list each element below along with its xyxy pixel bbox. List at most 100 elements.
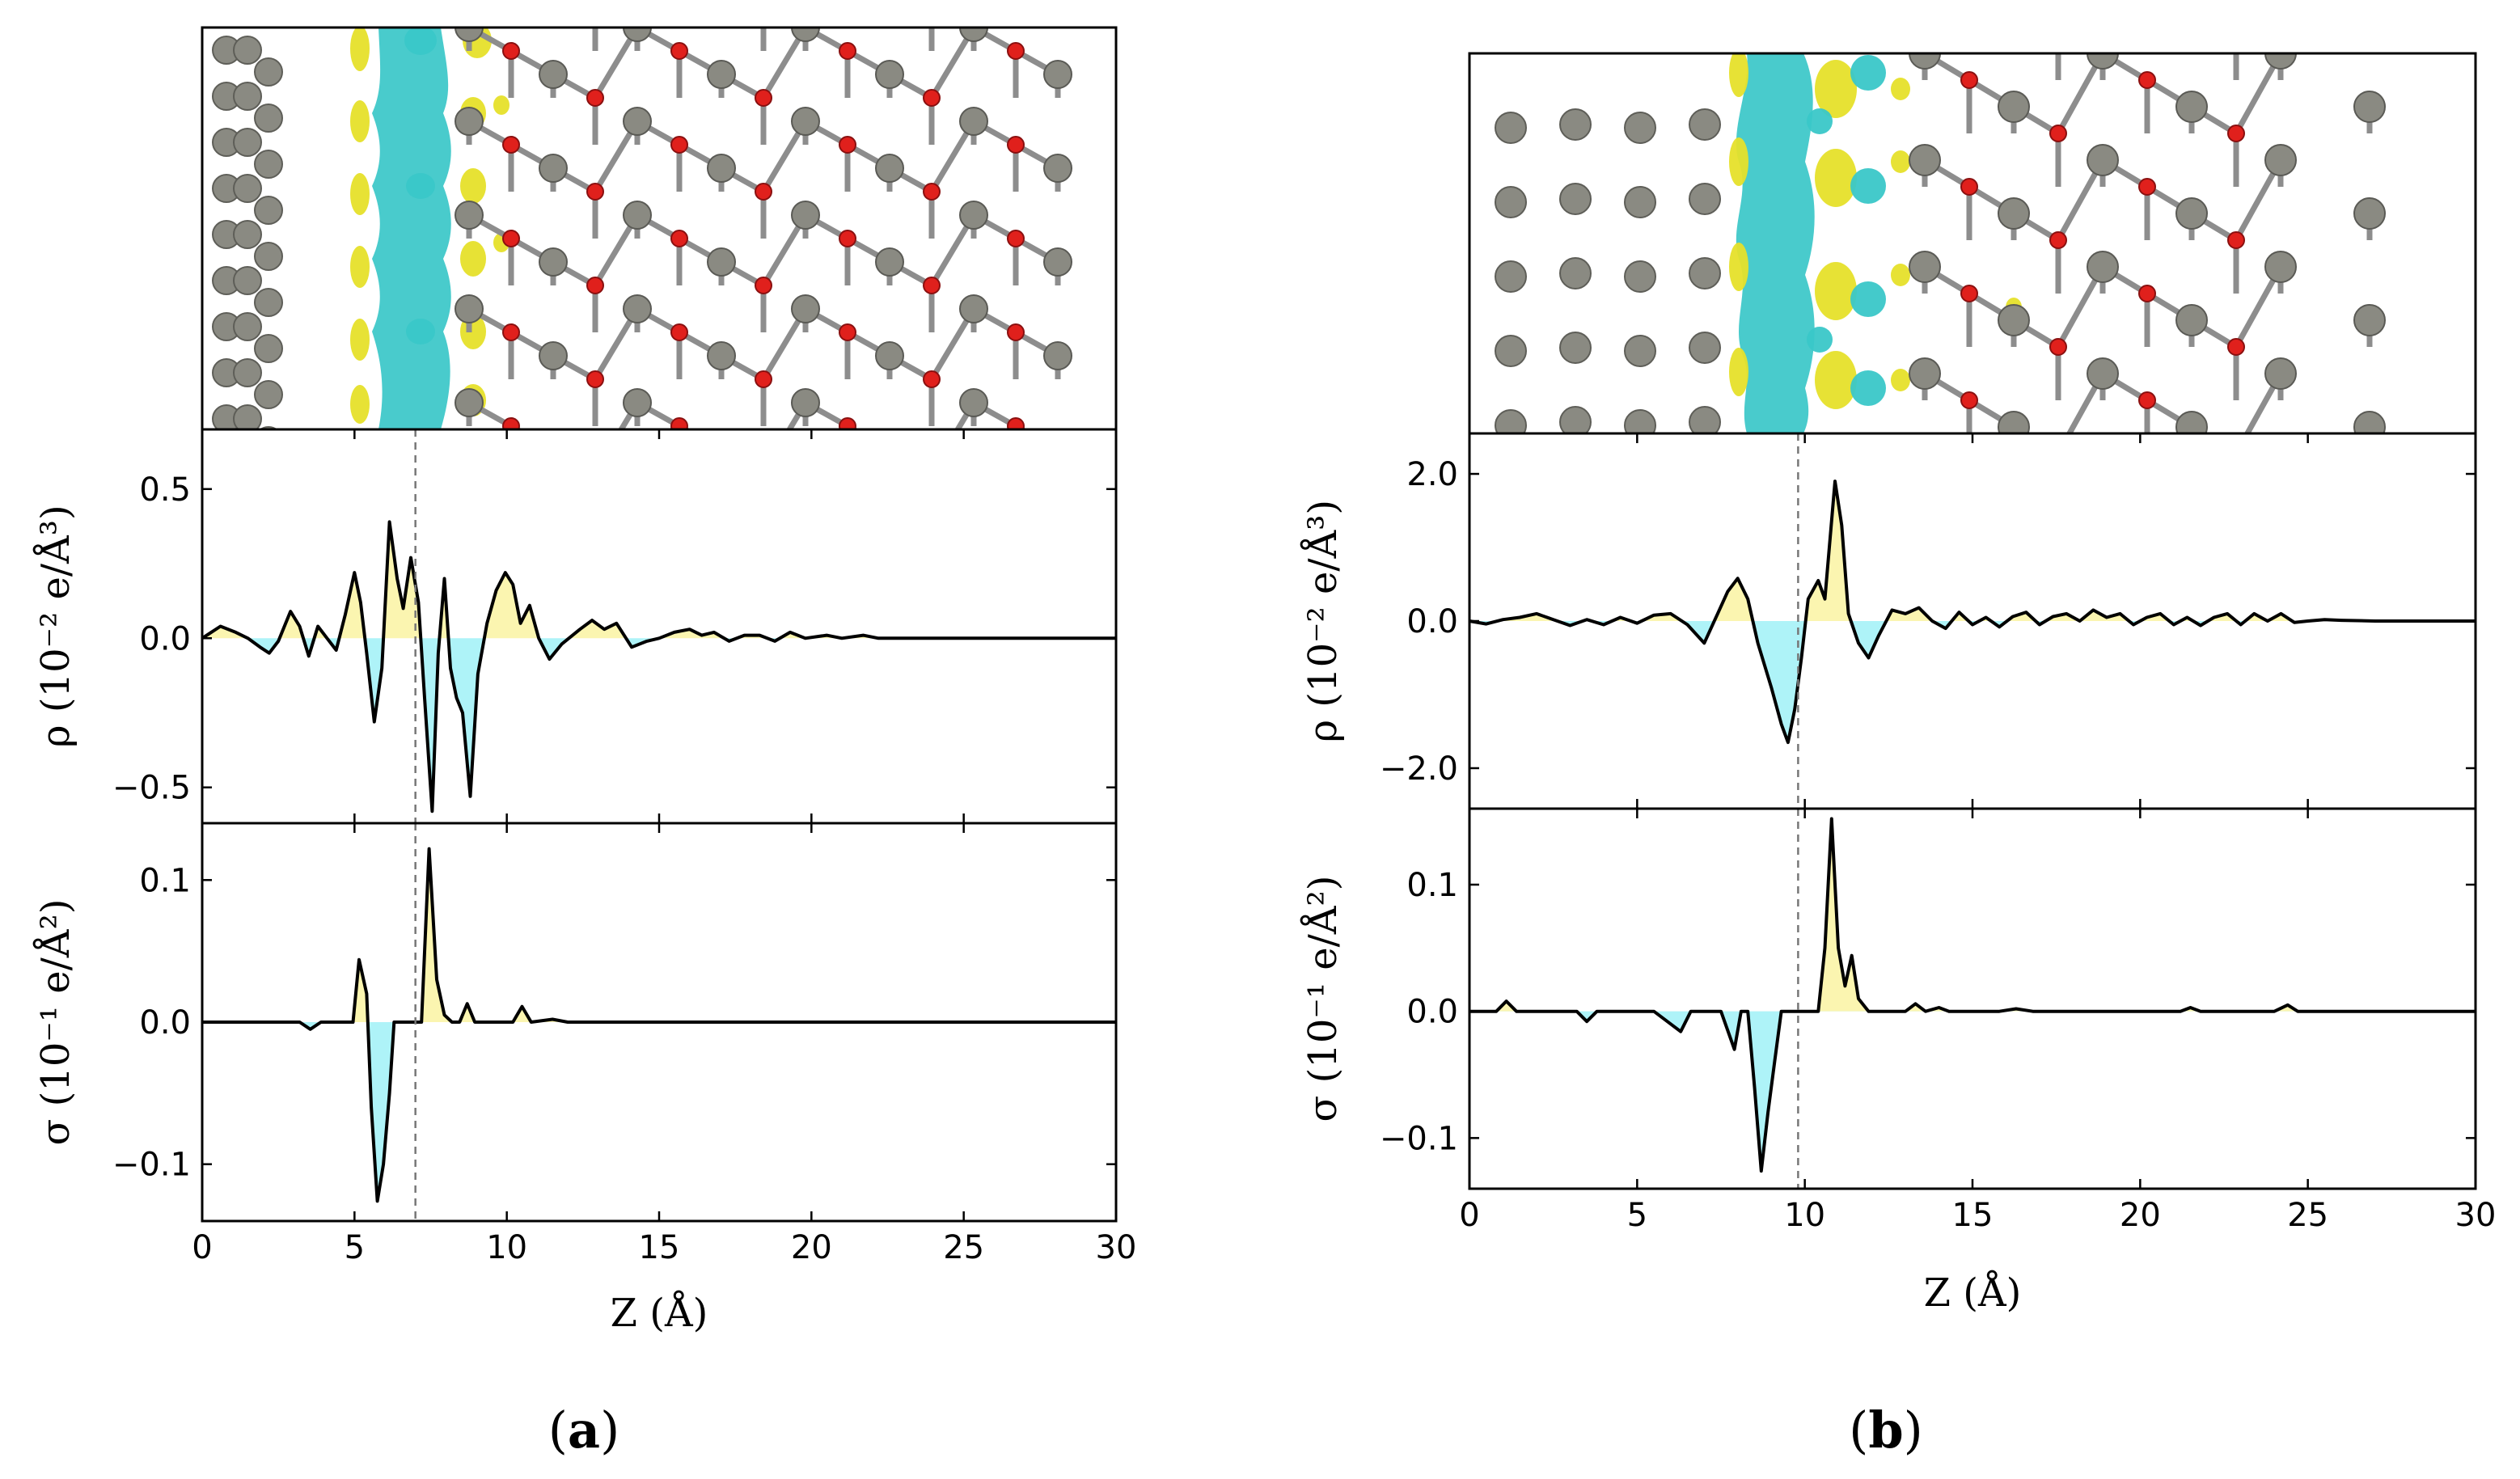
charge-isosurface-yellow [350, 246, 370, 288]
lattice-atom-gray [539, 341, 568, 370]
lattice-atom-red [1007, 323, 1025, 341]
bond [553, 543, 595, 567]
lattice-atom-red [2138, 285, 2156, 302]
metal-atom [1689, 183, 1721, 215]
y-axis-label: σ (10⁻¹ e/Å²) [1300, 876, 1346, 1122]
lattice-atom-gray [2175, 411, 2208, 433]
lattice-atom-red [2139, 499, 2155, 515]
metal-atom [259, 426, 278, 429]
charge-isosurface-yellow [1815, 60, 1857, 118]
panel-label-a-open: ( [548, 1401, 568, 1460]
metal-atom [1559, 406, 1592, 433]
lattice-atom-red [2228, 552, 2244, 568]
lattice-atom-gray [875, 247, 904, 277]
y-axis-label: ρ (10⁻² e/Å³) [1300, 500, 1346, 742]
lattice-atom-gray [2175, 304, 2208, 336]
lattice-atom-red [2227, 231, 2245, 249]
x-tick-label: 0 [192, 1229, 212, 1266]
lattice-atom-red [924, 0, 940, 12]
bond [469, 497, 511, 520]
y-tick-label: 0.0 [1406, 994, 1458, 1031]
charge-isosurface-yellow [1891, 369, 1910, 391]
lattice-atom-gray [455, 483, 483, 510]
lattice-atom-gray [1044, 530, 1072, 557]
lattice-atom-gray [455, 388, 484, 417]
lattice-atom-gray [1128, 389, 1156, 416]
lattice-atom-red [586, 183, 604, 201]
bond [721, 543, 763, 567]
metal-atom [254, 334, 283, 363]
lattice-atom-gray [959, 201, 988, 230]
negative-fill-area [1469, 1011, 2476, 1172]
bond [2192, 0, 2236, 27]
panel-label-a-letter: a [568, 1401, 600, 1460]
lattice-atom-gray [539, 247, 568, 277]
y-tick-label: 0.0 [139, 1004, 191, 1042]
bond [890, 0, 932, 4]
charge-isosurface-cyan-blob [1850, 370, 1886, 406]
xlabel-a: Z (Å) [611, 1290, 708, 1336]
lattice-atom-gray [455, 27, 484, 42]
lattice-atom-gray [624, 483, 651, 510]
lattice-atom-red [839, 230, 856, 247]
chart-b-rho: 2.0 0.0 −2.0 ρ (10⁻² e/Å³) [1300, 432, 2477, 810]
metal-atom [233, 266, 262, 295]
lattice-atom-gray [1043, 341, 1072, 370]
lattice-atom-gray [1998, 518, 2029, 549]
x-tick-label: 0 [1459, 1197, 1479, 1234]
lattice-atom-red [671, 512, 687, 528]
lattice-atom-gray [2087, 465, 2118, 496]
metal-atom [1559, 257, 1592, 289]
lattice-atom-gray [707, 60, 736, 89]
lattice-atom-gray [1128, 201, 1156, 229]
lattice-atom-red [670, 323, 688, 341]
lattice-atom-gray [539, 60, 568, 89]
metal-atom [1495, 409, 1527, 433]
charge-isosurface-yellow [1891, 150, 1910, 173]
metal-atom [1495, 260, 1527, 293]
y-axis-label: σ (10⁻¹ e/Å²) [32, 899, 78, 1146]
charge-isosurface-cyan [1736, 53, 1815, 433]
lattice-atom-gray [875, 60, 904, 89]
lattice-atom-red [1960, 178, 1978, 196]
lattice-atom-gray [455, 107, 484, 136]
panel-label-b-open: ( [1849, 1401, 1868, 1460]
charge-isosurface-yellow [350, 385, 370, 424]
lattice-atom-red [755, 277, 772, 294]
lattice-atom-red [586, 277, 604, 294]
bond [890, 450, 932, 473]
bond [637, 497, 679, 520]
lattice-atom-gray [876, 436, 903, 463]
xlabel-b: Z (Å) [1924, 1270, 2022, 1316]
lattice-atom-gray [623, 294, 652, 323]
panel-label-b-letter: b [1868, 1401, 1903, 1460]
metal-atom [233, 174, 262, 203]
charge-isosurface-cyan-blob [1850, 281, 1886, 317]
y-tick-label: −0.1 [1380, 1120, 1458, 1157]
bond [2103, 480, 2147, 507]
y-tick-label: −0.1 [112, 1147, 191, 1184]
metal-atom [1559, 332, 1592, 364]
lattice-atom-gray [2264, 144, 2297, 176]
metal-atom [233, 358, 262, 387]
bond [2236, 480, 2281, 560]
lattice-atom-red [2227, 338, 2245, 356]
lattice-atom-gray [959, 27, 988, 42]
lattice-atom-gray [2176, 0, 2207, 15]
lattice-atom-red [839, 417, 856, 429]
lattice-atom-gray [623, 27, 652, 42]
charge-isosurface-cyan-blob [406, 319, 435, 344]
metal-atom [1689, 108, 1721, 141]
lattice-atom-gray [708, 530, 735, 557]
panel-label-a: (a) [548, 1401, 620, 1460]
lattice-atom-red [502, 42, 520, 60]
lattice-atom-gray [1128, 14, 1156, 41]
metal-atom [1624, 112, 1656, 144]
bond [974, 497, 1016, 520]
lattice-atom-gray [1998, 0, 2029, 15]
charge-isosurface-cyan [372, 27, 451, 429]
lattice-atom-gray [792, 483, 819, 510]
structure-image-a [212, 0, 1156, 567]
lattice-atom-gray [2175, 91, 2208, 123]
lattice-atom-red [755, 370, 772, 388]
